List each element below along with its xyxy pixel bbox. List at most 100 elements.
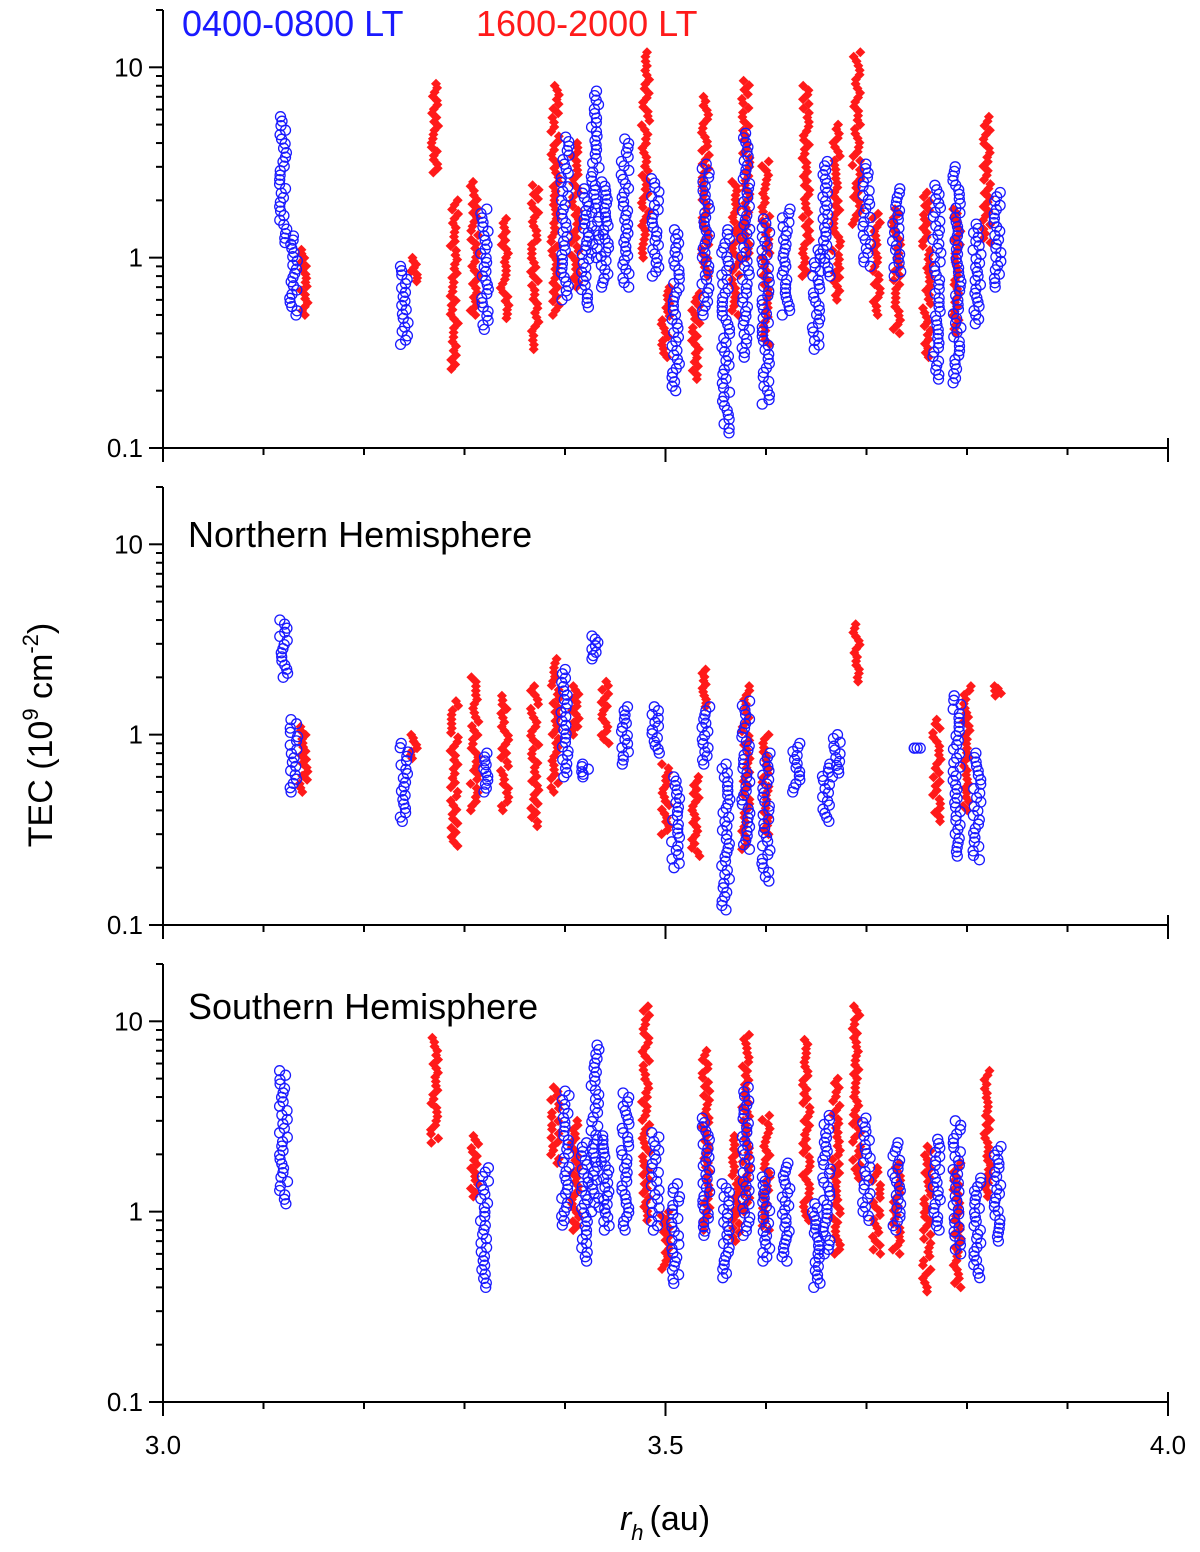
morning-point	[931, 242, 944, 255]
morning-point	[576, 758, 589, 770]
evening-point	[833, 249, 844, 260]
morning-point	[833, 755, 846, 768]
evening-point	[894, 279, 905, 290]
morning-point	[823, 778, 836, 791]
morning-point	[697, 1221, 710, 1233]
morning-point	[861, 171, 874, 184]
evening-point	[549, 80, 560, 91]
morning-point	[740, 834, 752, 846]
morning-point	[478, 1259, 491, 1271]
evening-point	[638, 252, 649, 263]
morning-point	[649, 716, 661, 728]
morning-point	[994, 186, 1006, 199]
evening-point	[431, 78, 441, 89]
morning-point	[739, 127, 752, 139]
evening-point	[834, 1100, 845, 1111]
morning-point	[585, 170, 598, 183]
morning-point	[948, 165, 961, 178]
morning-point	[580, 1255, 593, 1267]
morning-point	[972, 270, 984, 282]
morning-point	[589, 640, 602, 652]
morning-point	[857, 180, 869, 192]
morning-point	[290, 773, 303, 785]
morning-point	[953, 349, 965, 361]
morning-point	[778, 1174, 790, 1186]
morning-point	[819, 257, 831, 269]
morning-point	[276, 651, 288, 663]
evening-point	[642, 47, 652, 58]
morning-point	[860, 158, 872, 170]
morning-point	[826, 771, 839, 783]
morning-point	[557, 1156, 569, 1169]
morning-point	[648, 735, 660, 748]
morning-point	[824, 1190, 836, 1202]
morning-point	[400, 755, 413, 767]
morning-point	[647, 221, 660, 234]
y-tick-label: 1	[129, 243, 143, 273]
morning-point	[559, 244, 571, 256]
morning-point	[558, 685, 570, 697]
morning-point	[818, 1176, 830, 1189]
morning-point	[779, 1178, 792, 1191]
evening-point	[496, 690, 507, 701]
morning-point	[764, 747, 776, 759]
evening-point	[433, 1133, 444, 1144]
morning-point	[821, 1208, 833, 1220]
morning-point	[742, 191, 754, 203]
morning-point	[722, 409, 734, 421]
evening-point	[447, 705, 458, 716]
morning-point	[858, 1183, 870, 1195]
evening-point	[924, 196, 935, 207]
evening-point	[657, 315, 668, 326]
morning-point	[742, 744, 754, 757]
morning-point	[948, 1141, 960, 1154]
morning-point	[274, 1078, 286, 1090]
morning-point	[953, 345, 966, 357]
morning-point	[648, 701, 660, 713]
morning-point	[757, 335, 770, 347]
morning-point	[582, 301, 595, 313]
morning-point	[988, 1196, 1001, 1209]
morning-point	[601, 193, 613, 206]
y-tick-label: 10	[114, 52, 143, 82]
evening-point	[643, 1192, 654, 1203]
morning-point	[823, 1109, 835, 1122]
morning-point	[791, 749, 803, 762]
morning-point	[857, 220, 869, 233]
morning-point	[559, 736, 572, 749]
morning-point	[578, 183, 590, 195]
morning-point	[668, 1277, 680, 1290]
morning-point	[890, 200, 902, 212]
morning-point	[275, 120, 287, 132]
morning-point	[481, 747, 493, 759]
morning-point	[717, 368, 729, 380]
evening-point	[468, 1130, 479, 1141]
morning-point	[703, 202, 716, 215]
evening-point	[738, 75, 749, 86]
morning-point	[617, 196, 630, 208]
evening-point	[804, 216, 815, 227]
evening-point	[644, 1010, 655, 1021]
evening-point	[701, 1045, 712, 1056]
morning-point	[600, 198, 613, 210]
evening-point	[922, 1141, 933, 1152]
morning-point	[621, 1096, 634, 1108]
morning-point	[599, 211, 612, 223]
morning-point	[821, 155, 833, 168]
morning-point	[555, 176, 567, 188]
morning-point	[277, 1144, 289, 1157]
evening-point	[637, 1151, 648, 1162]
morning-point	[700, 273, 713, 286]
evening-point	[919, 1150, 930, 1161]
morning-point	[737, 753, 750, 766]
evening-point	[466, 234, 477, 245]
morning-point	[581, 292, 594, 304]
evening-point	[849, 124, 860, 135]
evening-point	[572, 1115, 583, 1126]
morning-point	[482, 1162, 495, 1174]
morning-point	[927, 350, 939, 363]
morning-point	[286, 242, 298, 255]
evening-point	[833, 119, 844, 130]
morning-point	[590, 85, 603, 97]
evening-point	[985, 179, 996, 190]
